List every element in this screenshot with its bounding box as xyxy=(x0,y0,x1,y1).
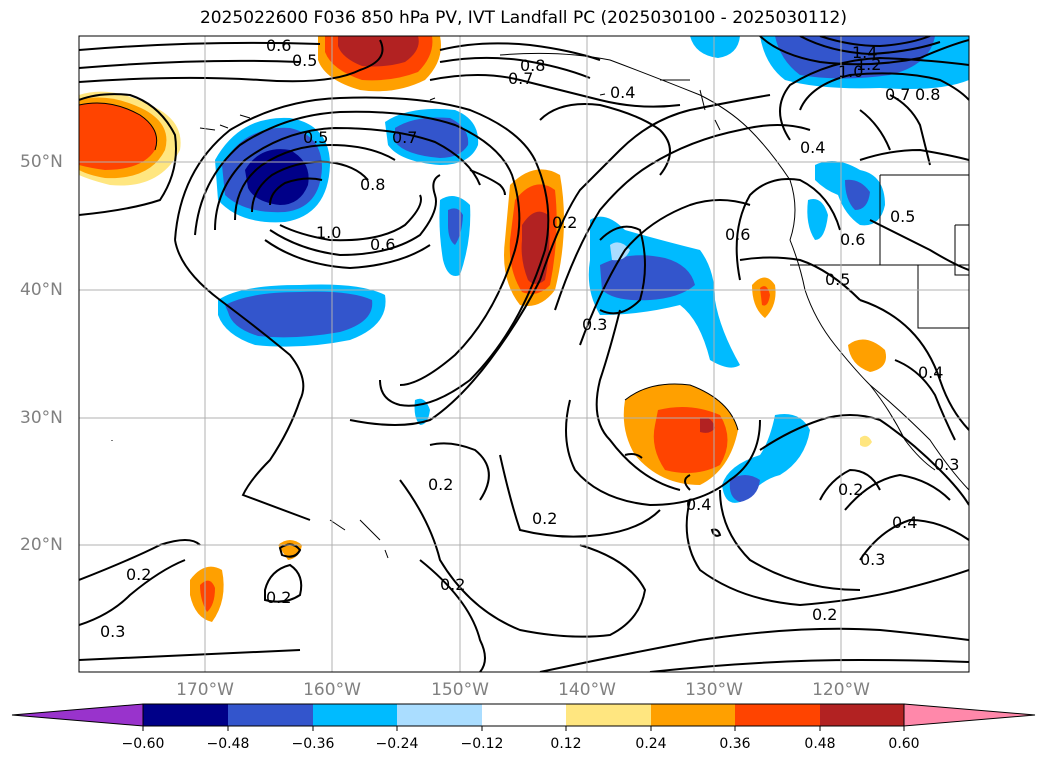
contour-label: 0.6 xyxy=(840,230,865,249)
contour-label: 0.3 xyxy=(934,455,959,474)
colorbar-bin xyxy=(143,704,228,726)
pv-contour-layer xyxy=(79,36,969,672)
colorbar-extend-max xyxy=(903,703,1036,727)
shading-layer xyxy=(79,36,969,622)
contour-label: 0.2 xyxy=(552,213,577,232)
colorbar-bin xyxy=(228,704,313,726)
contour-label: 0.7 xyxy=(885,85,910,104)
contour-label: 0.3 xyxy=(860,550,885,569)
colorbar-bin xyxy=(313,704,397,726)
contour-label: 0.2 xyxy=(266,588,291,607)
lon-label: 170°W xyxy=(176,680,234,700)
contour-label: 0.4 xyxy=(800,138,825,157)
colorbar-bin xyxy=(820,704,904,726)
colorbar-extend-min xyxy=(11,703,144,727)
contour-label: 0.5 xyxy=(292,51,317,70)
colorbar-tick-label: 0.24 xyxy=(635,736,667,752)
lon-label: 150°W xyxy=(431,680,489,700)
colorbar-tick-label: −0.24 xyxy=(375,736,419,752)
lon-label: 130°W xyxy=(685,680,743,700)
contour-label: 0.4 xyxy=(610,83,635,102)
lon-label: 120°W xyxy=(812,680,870,700)
colorbar-bin xyxy=(482,704,566,726)
colorbar-bin xyxy=(397,704,482,726)
contour-outline-layer xyxy=(79,102,739,431)
map-frame xyxy=(78,35,970,673)
contour-label: 1.4 xyxy=(852,43,877,62)
colorbar-tick-label: 0.12 xyxy=(550,736,582,752)
contour-label: 0.4 xyxy=(892,513,917,532)
contour-label: 0.2 xyxy=(838,480,863,499)
colorbar-tick-label: −0.48 xyxy=(206,736,250,752)
contour-label-layer: 0.6 0.5 0.8 0.7 0.4 1.4 1.0 1.2 0.7 0.8 … xyxy=(100,36,959,641)
colorbar-tick-label: 0.48 xyxy=(804,736,836,752)
lat-label: 50°N xyxy=(20,152,63,172)
colorbar-bin xyxy=(651,704,735,726)
colorbar-bin xyxy=(735,704,820,726)
graticule xyxy=(79,36,969,672)
contour-label: 0.7 xyxy=(392,128,417,147)
contour-label: 1.0 xyxy=(316,223,341,242)
contour-label: 0.2 xyxy=(428,475,453,494)
lat-label: 30°N xyxy=(20,408,63,428)
contour-label: 0.2 xyxy=(532,509,557,528)
contour-label: 1.0 xyxy=(838,62,863,81)
colorbar-bin xyxy=(566,704,651,726)
contour-label: 1.2 xyxy=(856,55,881,74)
colorbar-tick-label: −0.36 xyxy=(291,736,335,752)
colorbar-tick-label: −0.12 xyxy=(460,736,504,752)
contour-label: 0.3 xyxy=(582,315,607,334)
contour-label: 0.3 xyxy=(100,622,125,641)
contour-label: 0.6 xyxy=(370,235,395,254)
contour-label: 0.2 xyxy=(812,605,837,624)
contour-label: 0.2 xyxy=(440,575,465,594)
lat-label: 40°N xyxy=(20,280,63,300)
contour-label: 0.4 xyxy=(686,495,711,514)
contour-label: 0.5 xyxy=(825,270,850,289)
contour-label: 0.8 xyxy=(915,85,940,104)
lat-label: 20°N xyxy=(20,535,63,555)
contour-label: 0.6 xyxy=(266,36,291,55)
lon-label: 160°W xyxy=(303,680,361,700)
contour-label: 0.4 xyxy=(918,363,943,382)
colorbar-tick-label: 0.60 xyxy=(888,736,920,752)
colorbar-tick-label: 0.36 xyxy=(719,736,751,752)
map-title: 2025022600 F036 850 hPa PV, IVT Landfall… xyxy=(199,8,847,28)
contour-label: 0.8 xyxy=(360,175,385,194)
colorbar-tick-label: −0.60 xyxy=(121,736,165,752)
contour-label: 0.5 xyxy=(303,128,328,147)
contour-label: 0.7 xyxy=(508,69,533,88)
lon-label: 140°W xyxy=(558,680,616,700)
contour-label: 0.2 xyxy=(126,565,151,584)
contour-label: 0.8 xyxy=(520,56,545,75)
contour-label: 0.6 xyxy=(725,225,750,244)
contour-label: 0.5 xyxy=(890,207,915,226)
